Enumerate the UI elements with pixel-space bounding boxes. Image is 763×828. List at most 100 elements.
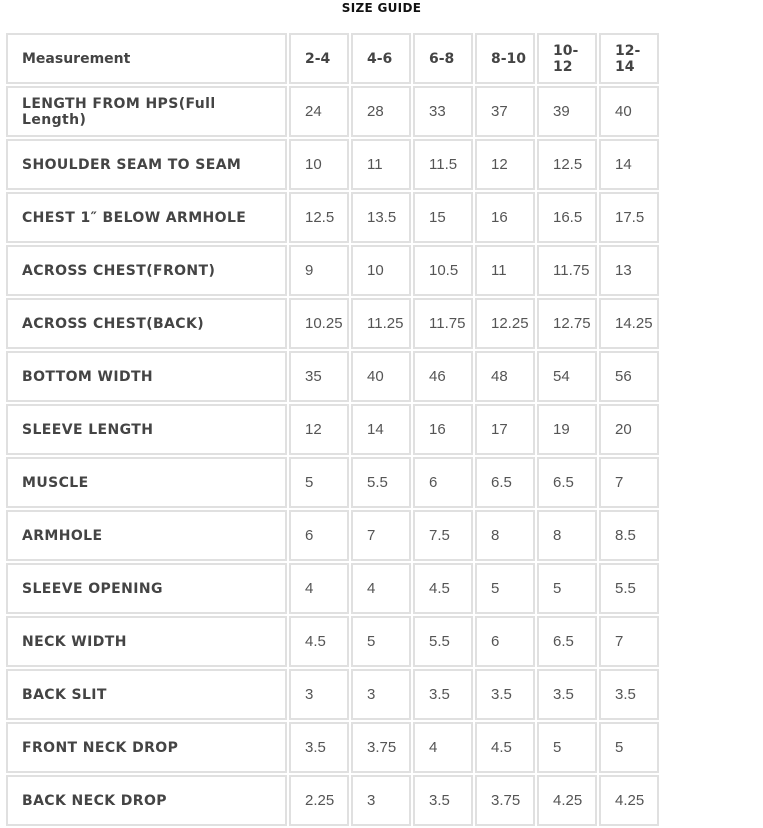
table-row: LENGTH FROM HPS(Full Length) 24 28 33 37 39 40 bbox=[6, 86, 659, 137]
measurement-value: 8 bbox=[537, 510, 597, 561]
measurement-value: 2.25 bbox=[289, 775, 349, 826]
measurement-value: 10 bbox=[351, 245, 411, 296]
measurement-value: 5.5 bbox=[599, 563, 659, 614]
measurement-value: 11.25 bbox=[351, 298, 411, 349]
measurement-value: 6.5 bbox=[537, 616, 597, 667]
measurement-value: 4 bbox=[289, 563, 349, 614]
table-row: ARMHOLE 6 7 7.5 8 8 8.5 bbox=[6, 510, 659, 561]
measurement-value: 48 bbox=[475, 351, 535, 402]
measurement-value: 17 bbox=[475, 404, 535, 455]
measurement-value: 8.5 bbox=[599, 510, 659, 561]
measurement-value: 7.5 bbox=[413, 510, 473, 561]
table-row: ACROSS CHEST(BACK) 10.25 11.25 11.75 12.25 12… bbox=[6, 298, 659, 349]
measurement-value: 11 bbox=[351, 139, 411, 190]
measurement-value: 15 bbox=[413, 192, 473, 243]
measurement-value: 12.5 bbox=[289, 192, 349, 243]
table-row: SLEEVE LENGTH 12 14 16 17 19 20 bbox=[6, 404, 659, 455]
measurement-value: 35 bbox=[289, 351, 349, 402]
measurement-value: 5 bbox=[475, 563, 535, 614]
measurement-value: 4.25 bbox=[599, 775, 659, 826]
measurement-value: 13.5 bbox=[351, 192, 411, 243]
header-row: Measurement 2-4 4-6 6-8 8-10 10-12 12-14 bbox=[6, 33, 659, 84]
measurement-value: 10 bbox=[289, 139, 349, 190]
measurement-value: 5.5 bbox=[351, 457, 411, 508]
measurement-value: 16 bbox=[475, 192, 535, 243]
measurement-value: 5 bbox=[351, 616, 411, 667]
measurement-value: 5 bbox=[537, 722, 597, 773]
measurement-value: 3.5 bbox=[289, 722, 349, 773]
measurement-value: 16.5 bbox=[537, 192, 597, 243]
table-row: SHOULDER SEAM TO SEAM 10 11 11.5 12 12.5 14 bbox=[6, 139, 659, 190]
table-row: CHEST 1″ BELOW ARMHOLE 12.5 13.5 15 16 16.5 17… bbox=[6, 192, 659, 243]
measurement-value: 3 bbox=[351, 775, 411, 826]
measurement-value: 20 bbox=[599, 404, 659, 455]
column-header-size: 4-6 bbox=[351, 33, 411, 84]
measurement-value: 3 bbox=[289, 669, 349, 720]
measurement-label: BACK NECK DROP bbox=[6, 775, 287, 826]
table-row: MUSCLE 5 5.5 6 6.5 6.5 7 bbox=[6, 457, 659, 508]
column-header-size: 12-14 bbox=[599, 33, 659, 84]
measurement-value: 5 bbox=[289, 457, 349, 508]
measurement-label: CHEST 1″ BELOW ARMHOLE bbox=[6, 192, 287, 243]
measurement-label: SHOULDER SEAM TO SEAM bbox=[6, 139, 287, 190]
size-guide-title: SIZE GUIDE bbox=[341, 1, 422, 15]
table-row: NECK WIDTH 4.5 5 5.5 6 6.5 7 bbox=[6, 616, 659, 667]
measurement-value: 3.75 bbox=[475, 775, 535, 826]
measurement-value: 3.75 bbox=[351, 722, 411, 773]
measurement-value: 4 bbox=[413, 722, 473, 773]
measurement-value: 17.5 bbox=[599, 192, 659, 243]
measurement-value: 14 bbox=[599, 139, 659, 190]
measurement-value: 39 bbox=[537, 86, 597, 137]
measurement-value: 4 bbox=[351, 563, 411, 614]
measurement-value: 37 bbox=[475, 86, 535, 137]
measurement-value: 6 bbox=[289, 510, 349, 561]
size-guide-table: Measurement 2-4 4-6 6-8 8-10 10-12 12-14 LENGT… bbox=[4, 31, 661, 828]
measurement-value: 4.25 bbox=[537, 775, 597, 826]
measurement-label: SLEEVE OPENING bbox=[6, 563, 287, 614]
measurement-value: 24 bbox=[289, 86, 349, 137]
measurement-label: SLEEVE LENGTH bbox=[6, 404, 287, 455]
measurement-value: 19 bbox=[537, 404, 597, 455]
measurement-value: 4.5 bbox=[413, 563, 473, 614]
column-header-size: 2-4 bbox=[289, 33, 349, 84]
measurement-value: 54 bbox=[537, 351, 597, 402]
measurement-value: 3.5 bbox=[413, 669, 473, 720]
measurement-value: 12 bbox=[289, 404, 349, 455]
measurement-value: 12.25 bbox=[475, 298, 535, 349]
measurement-value: 12.75 bbox=[537, 298, 597, 349]
measurement-value: 3.5 bbox=[413, 775, 473, 826]
measurement-label: MUSCLE bbox=[6, 457, 287, 508]
measurement-value: 7 bbox=[599, 457, 659, 508]
measurement-value: 7 bbox=[599, 616, 659, 667]
measurement-value: 10.5 bbox=[413, 245, 473, 296]
measurement-value: 5 bbox=[599, 722, 659, 773]
measurement-label: BACK SLIT bbox=[6, 669, 287, 720]
measurement-value: 13 bbox=[599, 245, 659, 296]
measurement-value: 40 bbox=[351, 351, 411, 402]
measurement-value: 6.5 bbox=[475, 457, 535, 508]
column-header-size: 10-12 bbox=[537, 33, 597, 84]
table-row: BOTTOM WIDTH 35 40 46 48 54 56 bbox=[6, 351, 659, 402]
measurement-value: 6 bbox=[475, 616, 535, 667]
measurement-label: BOTTOM WIDTH bbox=[6, 351, 287, 402]
measurement-value: 56 bbox=[599, 351, 659, 402]
measurement-value: 5 bbox=[537, 563, 597, 614]
measurement-value: 46 bbox=[413, 351, 473, 402]
measurement-value: 14 bbox=[351, 404, 411, 455]
measurement-value: 33 bbox=[413, 86, 473, 137]
table-row: BACK SLIT 3 3 3.5 3.5 3.5 3.5 bbox=[6, 669, 659, 720]
measurement-value: 12.5 bbox=[537, 139, 597, 190]
table-row: FRONT NECK DROP 3.5 3.75 4 4.5 5 5 bbox=[6, 722, 659, 773]
measurement-value: 11.5 bbox=[413, 139, 473, 190]
measurement-value: 16 bbox=[413, 404, 473, 455]
measurement-value: 11.75 bbox=[537, 245, 597, 296]
measurement-value: 14.25 bbox=[599, 298, 659, 349]
column-header-measurement: Measurement bbox=[6, 33, 287, 84]
measurement-value: 3.5 bbox=[537, 669, 597, 720]
column-header-size: 8-10 bbox=[475, 33, 535, 84]
measurement-value: 4.5 bbox=[289, 616, 349, 667]
table-row: SLEEVE OPENING 4 4 4.5 5 5 5.5 bbox=[6, 563, 659, 614]
measurement-value: 40 bbox=[599, 86, 659, 137]
table-row: ACROSS CHEST(FRONT) 9 10 10.5 11 11.75 13 bbox=[6, 245, 659, 296]
measurement-value: 3.5 bbox=[599, 669, 659, 720]
